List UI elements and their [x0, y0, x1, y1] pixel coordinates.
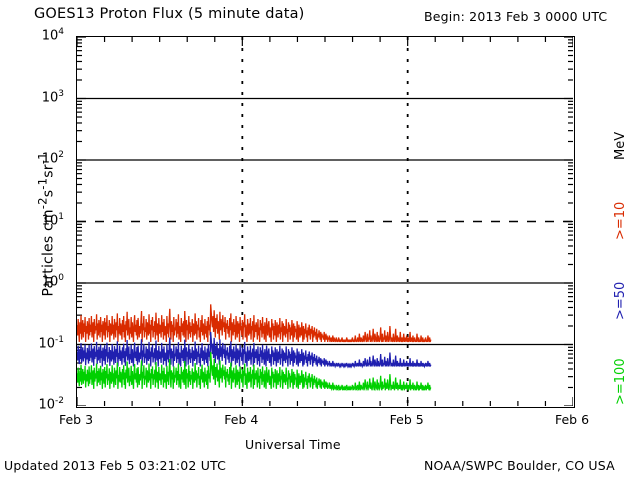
y-tick-label: 101	[41, 211, 64, 228]
y-tick-label: 102	[41, 150, 64, 167]
x-axis-title: Universal Time	[245, 437, 341, 452]
updated-timestamp: Updated 2013 Feb 5 03:21:02 UTC	[4, 458, 227, 473]
legend-ge50: >=50	[613, 281, 628, 320]
source-credit: NOAA/SWPC Boulder, CO USA	[424, 458, 615, 473]
x-tick-label: Feb 6	[554, 412, 590, 427]
y-tick-label: 100	[41, 273, 64, 290]
x-tick-label: Feb 5	[389, 412, 424, 427]
plot-area	[76, 36, 575, 408]
begin-time-label: Begin: 2013 Feb 3 0000 UTC	[424, 9, 608, 24]
y-tick-label: 103	[41, 88, 64, 105]
y-tick-label: 10-2	[38, 396, 64, 413]
page-title: GOES13 Proton Flux (5 minute data)	[34, 6, 305, 22]
legend-ge100: >=100	[613, 358, 628, 405]
y-tick-label: 104	[41, 27, 64, 44]
x-tick-label: Feb 3	[58, 412, 94, 427]
y-tick-label: 10-1	[38, 334, 64, 351]
gridlines	[77, 97, 573, 346]
plot-svg	[77, 37, 573, 406]
data-traces	[77, 304, 432, 392]
legend-ge10: >=10	[613, 201, 628, 240]
legend-unit-mev: MeV	[613, 131, 628, 160]
x-tick-label: Feb 4	[224, 412, 259, 427]
